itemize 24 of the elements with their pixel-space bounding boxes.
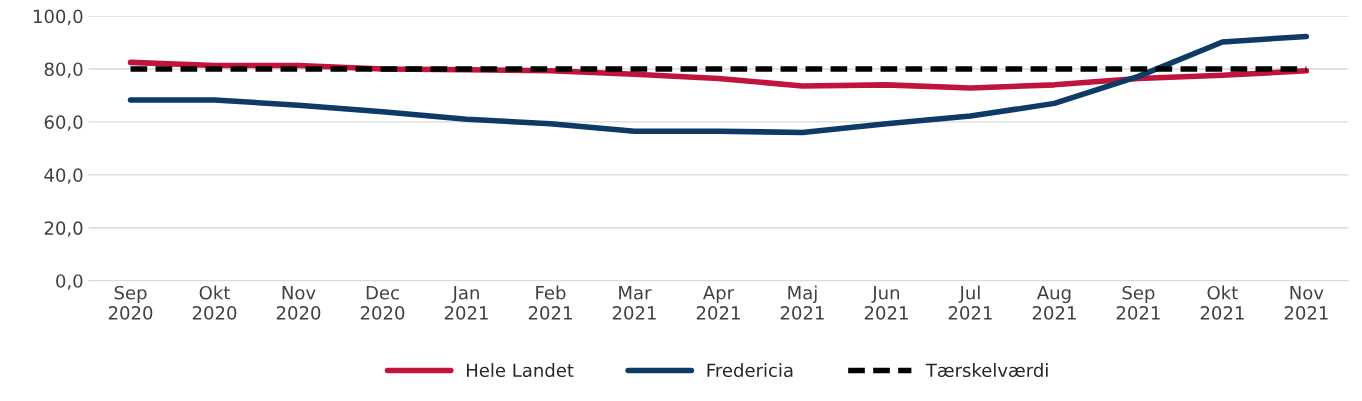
y-tick-label: 40,0 [44, 168, 83, 184]
legend-label: Fredericia [707, 363, 793, 378]
y-tick-label: 80,0 [44, 62, 83, 78]
x-tick-label: Okt 2021 [1200, 285, 1244, 320]
y-tick-label: 60,0 [44, 115, 83, 131]
y-tick-label: 0,0 [56, 274, 83, 290]
x-tick-label: Nov 2021 [1284, 286, 1328, 320]
x-tick-label: Mar 2021 [612, 286, 656, 320]
x-tick-label: Okt 2020 [192, 285, 237, 320]
x-tick-label: Aug 2021 [1032, 286, 1076, 320]
x-tick-label: Jun 2021 [864, 286, 908, 320]
x-tick-label: Apr 2021 [696, 286, 740, 320]
x-tick-label: Jan 2021 [444, 286, 488, 320]
y-tick-label: 100,0 [33, 9, 83, 25]
x-tick-label: Feb 2021 [528, 285, 572, 320]
x-tick-label: Sep 2021 [1116, 285, 1160, 320]
x-tick-label: Nov 2020 [276, 286, 321, 320]
legend-label: Hele Landet [466, 363, 574, 378]
x-tick-label: Sep 2020 [108, 285, 153, 320]
x-tick-label: Jul 2021 [948, 285, 992, 320]
x-tick-label: Dec 2020 [360, 286, 405, 320]
x-tick-label: Maj 2021 [780, 285, 824, 320]
legend-label: Tærskelværdi [925, 363, 1048, 378]
y-tick-label: 20,0 [44, 221, 83, 237]
